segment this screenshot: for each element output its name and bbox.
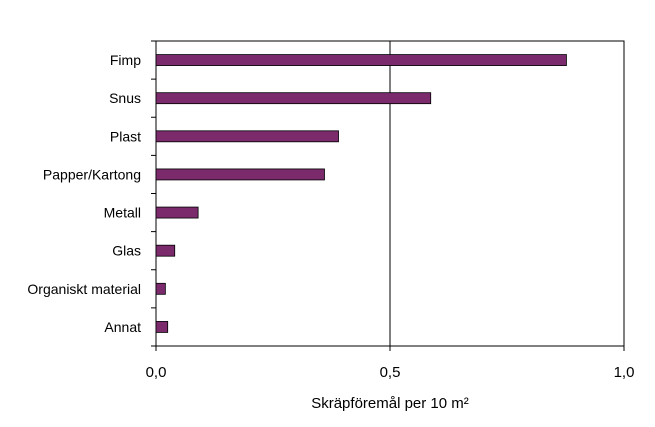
bar-glas — [155, 244, 176, 257]
category-label: Papper/Kartong — [43, 166, 141, 182]
bar-fimp — [155, 54, 567, 66]
category-labels: Fimp Snus Plast Papper/Kartong Metall Glas Org… — [27, 52, 141, 335]
x-axis-title: Skräpföremål per 10 m² — [311, 395, 469, 412]
category-label: Annat — [104, 319, 141, 335]
bar-papper-kartong — [155, 168, 325, 181]
x-axis-ticks: 0,0 0,5 1,0 — [146, 346, 635, 381]
bar-organiskt-material — [155, 282, 166, 295]
category-label: Organiskt material — [27, 281, 141, 297]
bar-snus — [155, 92, 432, 105]
category-label: Fimp — [110, 52, 141, 68]
bar-plast — [155, 130, 339, 143]
bar-annat — [155, 321, 169, 333]
category-label: Plast — [110, 128, 141, 144]
x-tick-label: 0,5 — [380, 364, 401, 381]
x-tick-label: 0,0 — [146, 364, 167, 381]
category-label: Glas — [112, 243, 141, 259]
x-tick-label: 1,0 — [614, 364, 635, 381]
category-label: Snus — [109, 90, 141, 106]
bars — [155, 54, 567, 333]
y-axis-ticks — [151, 40, 156, 347]
category-label: Metall — [104, 205, 141, 221]
bar-metall — [155, 206, 199, 219]
